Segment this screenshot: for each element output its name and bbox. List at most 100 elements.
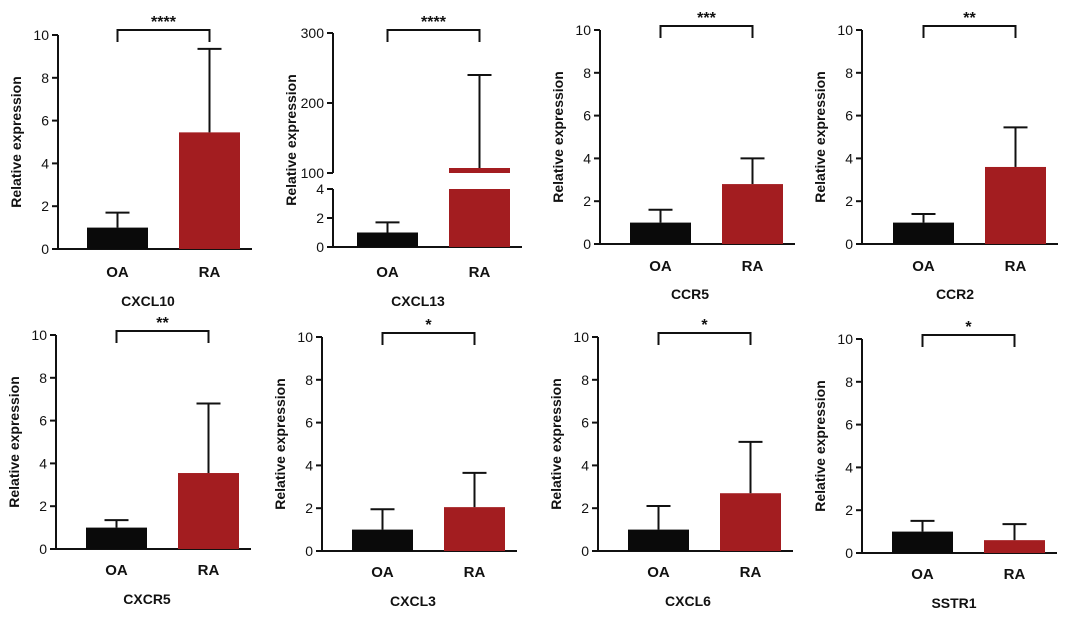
y-tick-label: 10 (573, 329, 589, 345)
y-tick-label: 10 (33, 27, 49, 43)
category-label: RA (464, 564, 486, 581)
category-label: OA (647, 564, 670, 581)
bar-ra (179, 132, 240, 249)
y-tick-label: 6 (845, 417, 853, 433)
category-label: RA (469, 264, 491, 281)
y-axis-label: Relative expression (8, 76, 24, 208)
bar-ra (720, 493, 781, 551)
y-tick-label: 10 (31, 327, 47, 343)
category-label: OA (649, 258, 672, 275)
chart-panel-cxcl3: 0 2 4 6 8 10 Relative expression OA RA * CXCL3 (272, 317, 517, 609)
significance-bracket (116, 29, 211, 42)
significance-bracket (659, 25, 754, 38)
chart-title: CXCL3 (390, 593, 436, 609)
y-axis-label: Relative expression (272, 378, 288, 510)
y-axis-label: Relative expression (812, 71, 828, 203)
y-tick-label: 2 (845, 193, 853, 209)
y-tick-label: 10 (575, 22, 591, 38)
category-label: RA (740, 564, 762, 581)
category-label: OA (105, 562, 128, 579)
chart-title: CXCR5 (123, 591, 171, 607)
significance-label: ** (963, 10, 976, 27)
y-tick-label: 10 (297, 329, 313, 345)
y-tick-label: 200 (301, 95, 325, 111)
significance-bracket (921, 334, 1016, 347)
y-tick-label: 8 (845, 374, 853, 390)
significance-label: * (701, 317, 708, 334)
significance-label: *** (697, 10, 716, 27)
y-tick-label: 0 (845, 545, 853, 561)
y-tick-label: 6 (581, 415, 589, 431)
bar-oa (630, 222, 691, 244)
significance-bracket (115, 330, 210, 343)
category-label: OA (912, 258, 935, 275)
bar-oa (628, 529, 689, 551)
y-tick-label: 6 (845, 108, 853, 124)
bar-ra (444, 507, 505, 551)
chart-panel-cxcl6: 0 2 4 6 8 10 Relative expression OA RA * CXCL6 (548, 317, 793, 609)
y-tick-label: 0 (316, 239, 324, 255)
y-tick-label: 2 (583, 193, 591, 209)
y-tick-label: 4 (845, 150, 853, 166)
significance-bracket (657, 332, 752, 345)
y-tick-label: 10 (837, 22, 853, 38)
y-axis-label: Relative expression (548, 378, 564, 510)
y-tick-label: 0 (581, 543, 589, 559)
chart-title: CXCL10 (121, 293, 175, 309)
category-label: RA (742, 258, 764, 275)
significance-label: * (965, 319, 972, 336)
y-tick-label: 8 (581, 372, 589, 388)
y-tick-label: 6 (305, 415, 313, 431)
significance-label: ** (156, 315, 169, 332)
y-tick-label: 2 (581, 500, 589, 516)
y-tick-label: 8 (845, 65, 853, 81)
y-tick-label: 4 (305, 457, 313, 473)
y-tick-label: 0 (41, 241, 49, 257)
y-axis-label: Relative expression (283, 74, 299, 206)
y-tick-label: 8 (583, 65, 591, 81)
significance-label: **** (151, 14, 177, 31)
y-tick-label: 0 (39, 541, 47, 557)
y-axis-label: Relative expression (550, 71, 566, 203)
y-tick-label: 4 (583, 150, 591, 166)
y-axis-label: Relative expression (6, 376, 22, 508)
y-tick-label: 8 (41, 70, 49, 86)
bar-ra (449, 189, 510, 247)
significance-bracket (386, 29, 481, 42)
significance-label: * (425, 317, 432, 334)
y-tick-label: 4 (41, 155, 49, 171)
y-tick-label: 0 (305, 543, 313, 559)
bar-ra (985, 166, 1046, 244)
chart-title: CXCL6 (665, 593, 711, 609)
y-tick-label: 6 (583, 108, 591, 124)
chart-title: SSTR1 (931, 595, 976, 611)
bar-ra (722, 184, 783, 244)
y-tick-label: 10 (837, 331, 853, 347)
category-label: OA (376, 264, 399, 281)
y-tick-label: 2 (41, 198, 49, 214)
bar-ra (984, 540, 1045, 553)
chart-panel-ccr5: 0 2 4 6 8 10 Relative expression OA RA *** CCR5 (550, 10, 795, 302)
bar-oa (86, 527, 147, 549)
y-tick-label: 8 (305, 372, 313, 388)
y-tick-label: 0 (583, 236, 591, 252)
bar-ra-upper (449, 168, 510, 173)
significance-bracket (922, 25, 1017, 38)
category-label: RA (1004, 566, 1026, 583)
y-tick-label: 0 (845, 236, 853, 252)
y-tick-label: 4 (316, 181, 324, 197)
bar-oa (87, 227, 148, 249)
chart-panel-cxcl10: 0 2 4 6 8 10 Relative expression OA RA **** CXCL10 (8, 14, 252, 309)
y-tick-label: 300 (301, 25, 325, 41)
y-tick-label: 4 (39, 455, 47, 471)
significance-bracket (381, 332, 476, 345)
y-tick-label: 2 (316, 210, 324, 226)
significance-label: **** (421, 14, 447, 31)
y-axis-label: Relative expression (812, 380, 828, 512)
category-label: OA (911, 566, 934, 583)
bar-oa (357, 232, 418, 247)
y-tick-label: 2 (305, 500, 313, 516)
chart-panel-cxcr5: 0 2 4 6 8 10 Relative expression OA RA ** CXCR5 (6, 315, 251, 607)
